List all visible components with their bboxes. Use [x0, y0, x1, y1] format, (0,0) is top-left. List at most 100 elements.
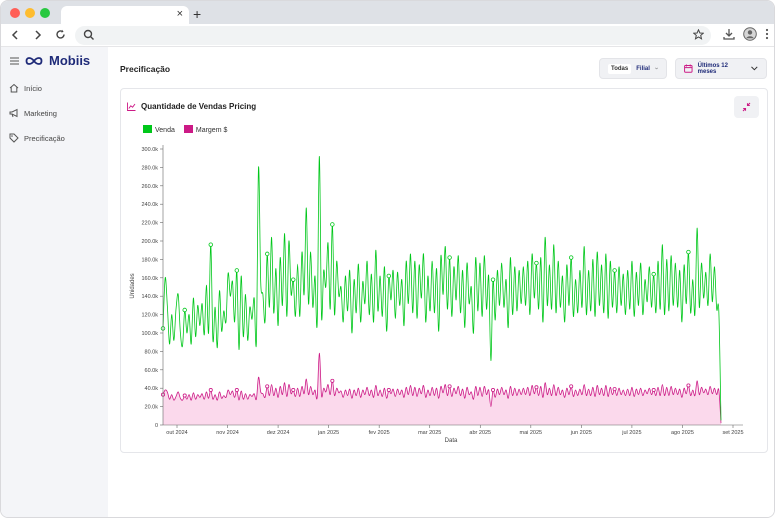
y-tick-label: 120.0k — [141, 313, 158, 319]
x-axis-label: Data — [445, 438, 458, 444]
sales-line-chart: 0 20.0k 40.0k 60.0k 80.0k 100.0k 120.0k 140.0k 1… — [130, 145, 744, 444]
forward-icon[interactable] — [34, 30, 42, 40]
venda-data-point — [568, 255, 574, 260]
sidebar-item-precificacao[interactable]: Precificação — [9, 133, 65, 143]
logo: Mobiis — [10, 53, 90, 68]
chevron-down-icon — [751, 66, 758, 71]
x-tick-label: mai 2025 — [519, 430, 542, 436]
series-margem-area — [163, 353, 721, 425]
sidebar-item-label: Marketing — [24, 108, 57, 118]
venda-data-point — [208, 242, 213, 247]
x-tick-label: jan 2025 — [317, 430, 339, 436]
y-tick-label: 80.0k — [145, 349, 159, 355]
x-tick-label: jul 2025 — [621, 430, 641, 436]
browser-tab[interactable]: × — [61, 6, 189, 24]
sidebar: Mobiis Início Marketing Precificação — [1, 47, 108, 517]
chart-title: Quantidade de Vendas Pricing — [141, 102, 257, 111]
y-tick-label: 240.0k — [141, 202, 158, 208]
margem-data-point — [447, 384, 452, 389]
venda-data-point — [490, 277, 496, 282]
margem-data-point — [569, 384, 574, 389]
home-icon — [9, 83, 19, 93]
margem-data-point — [234, 388, 239, 393]
download-icon[interactable] — [723, 28, 735, 40]
reload-icon[interactable] — [55, 29, 66, 40]
chart-card: Quantidade de Vendas Pricing Venda Marge… — [120, 88, 768, 453]
x-tick-label: nov 2024 — [216, 430, 239, 436]
margem-data-point — [386, 388, 391, 393]
venda-data-point — [234, 268, 240, 273]
branch-filter-button[interactable]: Todas Filial — [599, 58, 667, 79]
venda-data-point — [534, 260, 539, 266]
x-tick-label: jun 2025 — [570, 430, 592, 436]
mobiis-infinity-icon — [25, 56, 43, 65]
y-tick-label: 20.0k — [145, 405, 159, 411]
logo-text: Mobiis — [49, 53, 91, 68]
venda-data-point — [612, 268, 617, 273]
margem-data-point — [291, 388, 296, 393]
minimize-window-dot[interactable] — [25, 8, 35, 18]
y-tick-label: 60.0k — [145, 368, 159, 374]
series-venda-line — [162, 155, 722, 421]
x-tick-label: dez 2024 — [267, 430, 290, 436]
venda-data-point — [330, 222, 335, 227]
legend-item-venda[interactable]: Venda — [143, 125, 175, 134]
y-tick-label: 0 — [155, 423, 158, 429]
main-content: Precificação Todas Filial Últimos 12 mes… — [108, 47, 774, 517]
margem-data-point — [265, 384, 270, 389]
venda-data-point — [651, 271, 656, 277]
close-window-dot[interactable] — [10, 8, 20, 18]
back-icon[interactable] — [11, 30, 19, 40]
venda-data-point — [265, 251, 270, 257]
maximize-window-dot[interactable] — [40, 8, 50, 18]
browser-menu-icon[interactable] — [765, 28, 769, 40]
y-tick-label: 260.0k — [141, 184, 158, 190]
calendar-icon — [684, 64, 693, 73]
venda-data-point — [386, 273, 392, 279]
page-title: Precificação — [120, 64, 171, 74]
tab-close-icon[interactable]: × — [176, 8, 183, 20]
y-tick-label: 280.0k — [141, 165, 158, 171]
menu-icon[interactable] — [10, 56, 19, 65]
period-filter-button[interactable]: Últimos 12 meses — [675, 58, 767, 79]
profile-avatar-icon[interactable] — [743, 27, 757, 41]
venda-data-point — [447, 255, 452, 260]
venda-data-point — [291, 277, 296, 282]
margem-data-point — [686, 383, 691, 388]
megaphone-icon — [9, 108, 18, 118]
y-tick-label: 220.0k — [141, 221, 158, 227]
sidebar-item-label: Início — [24, 83, 42, 93]
browser-tab-bar: × + — [1, 1, 774, 24]
y-axis-label: Unidades — [130, 273, 136, 298]
legend-label: Margem $ — [195, 127, 228, 134]
chart-legend: Venda Margem $ — [143, 125, 227, 134]
sidebar-item-label: Precificação — [24, 133, 65, 143]
margem-data-point — [534, 385, 539, 390]
collapse-icon — [742, 102, 751, 112]
line-chart-icon — [127, 102, 136, 111]
y-tick-label: 140.0k — [141, 294, 158, 300]
address-bar[interactable] — [75, 26, 711, 45]
filter-label: Filial — [636, 65, 650, 72]
chevron-down-icon — [654, 67, 658, 70]
x-tick-label: ago 2025 — [671, 430, 694, 436]
legend-item-margem[interactable]: Margem $ — [183, 125, 228, 134]
margem-data-point — [612, 387, 617, 392]
sidebar-item-marketing[interactable]: Marketing — [9, 108, 57, 118]
y-tick-label: 160.0k — [141, 276, 158, 282]
x-tick-label: abr 2025 — [469, 430, 491, 436]
sidebar-item-inicio[interactable]: Início — [9, 83, 42, 93]
y-tick-label: 100.0k — [141, 331, 158, 337]
bookmark-star-icon[interactable] — [693, 29, 704, 40]
legend-label: Venda — [155, 127, 175, 134]
collapse-button[interactable] — [734, 96, 759, 118]
y-tick-label: 300.0k — [141, 147, 158, 153]
browser-toolbar — [1, 24, 774, 47]
margem-data-point — [651, 388, 656, 393]
y-tick-label: 200.0k — [141, 239, 158, 245]
new-tab-icon[interactable]: + — [193, 6, 202, 22]
tag-icon — [9, 133, 19, 143]
x-tick-label: fev 2025 — [369, 430, 390, 436]
y-tick-label: 40.0k — [145, 386, 159, 392]
